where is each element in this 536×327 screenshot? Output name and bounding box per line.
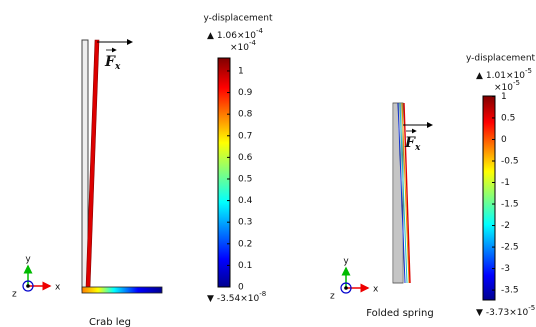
colorbar-tick-label: -2.5 — [501, 243, 519, 253]
folded-spring-structure — [393, 103, 432, 283]
colorbar-title: y-displacement — [466, 54, 536, 64]
colorbar-tick-label: -1 — [501, 178, 510, 188]
colorbar-tick-label: 0.5 — [501, 113, 515, 123]
colorbar-max-part: -5 — [525, 67, 532, 75]
axis-z-dot — [344, 286, 348, 290]
colorbar-tick-label: 0.3 — [238, 218, 252, 228]
colorbar-multiplier-part: -5 — [513, 79, 520, 87]
colorbar-min: ▼-3.73×10-5 — [476, 304, 535, 318]
axis-z-dot — [26, 284, 30, 288]
colorbar-tick-label: -1.5 — [501, 200, 519, 210]
colorbar-min-part: -3.73×10 — [486, 308, 529, 318]
colorbar-max-part: ▲ — [476, 71, 483, 81]
colorbar-tick-label: 0.1 — [238, 261, 252, 271]
colorbar-min-part: -3.54×10 — [217, 294, 260, 304]
colorbar-tick-label: 1 — [238, 66, 244, 76]
figure: y-displacement▲1.06×10-4×10-400.10.20.30… — [0, 0, 536, 327]
colorbar-tick-label: 0.2 — [238, 239, 252, 249]
colorbar-tick-label: 0.4 — [238, 196, 253, 206]
force-label-part: x — [114, 62, 121, 72]
axis-x-label: x — [373, 285, 379, 295]
force-label: Fx — [404, 135, 421, 153]
colorbar-max-part: ▲ — [207, 31, 214, 41]
colorbar-tick-label: 0.8 — [238, 110, 253, 120]
axis-y-label: y — [343, 257, 349, 267]
colorbar-title: y-displacement — [203, 14, 273, 24]
axis-y-label: y — [25, 255, 31, 265]
colorbar-min: ▼-3.54×10-8 — [207, 290, 266, 304]
colorbar-tick-label: -3.5 — [501, 286, 519, 296]
colorbar-tick-label: 0 — [238, 283, 244, 293]
colorbar-tick-label: 0 — [501, 135, 507, 145]
colorbar-multiplier-part: ×10 — [230, 43, 249, 53]
colorbar-tick-label: 0.7 — [238, 131, 252, 141]
colorbar-min-part: -8 — [259, 290, 266, 298]
colorbar-tick-label: 1 — [501, 92, 507, 102]
colorbar-max-part: -4 — [256, 27, 264, 35]
colorbar-multiplier: ×10-5 — [494, 79, 520, 93]
colorbar-min-part: ▼ — [476, 308, 483, 318]
colorbar-tick-label: -2 — [501, 221, 510, 231]
colorbar-tick-label: -0.5 — [501, 156, 519, 166]
colorbar-max: ▲1.01×10-5 — [476, 67, 532, 81]
colorbar-tick-label: 0.9 — [238, 88, 253, 98]
colorbar-tick-label: 0.6 — [238, 153, 253, 163]
crab-leg-structure — [82, 40, 162, 293]
caption: Folded spring — [366, 308, 433, 319]
caption: Crab leg — [89, 317, 131, 327]
axis-z-label: z — [330, 292, 335, 302]
colorbar-multiplier-part: -4 — [249, 39, 257, 47]
colorbar-min-part: -5 — [528, 304, 535, 312]
force-label-part: x — [414, 143, 421, 153]
force-label: Fx — [104, 54, 121, 72]
colorbar — [483, 96, 495, 300]
colorbar-tick-label: -3 — [501, 264, 510, 274]
colorbar-multiplier: ×10-4 — [230, 39, 257, 53]
colorbar-min-part: ▼ — [207, 294, 214, 304]
axis-z-label: z — [12, 290, 17, 300]
axis-x-label: x — [55, 283, 61, 293]
colorbar-tick-label: 0.5 — [238, 174, 252, 184]
